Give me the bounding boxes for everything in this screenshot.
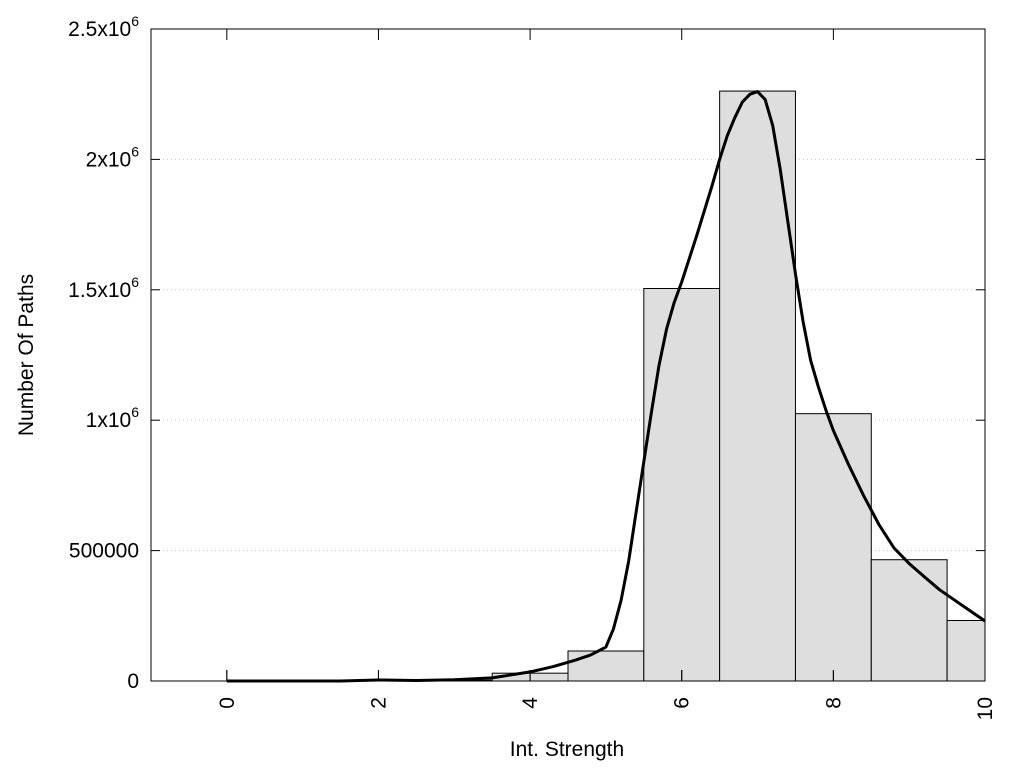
x-tick-label: 8: [822, 697, 845, 709]
y-tick-exponent: 6: [131, 13, 139, 29]
y-tick-label: 1.5x106: [68, 274, 139, 302]
x-tick-label: 10: [974, 697, 997, 720]
y-tick-labels: 0 500000 1x106 1.5x106 2x106 2.5x106: [68, 13, 139, 693]
x-tick-label: 4: [519, 697, 542, 709]
axis-ticks: [151, 28, 986, 682]
y-tick-exponent: 6: [131, 143, 139, 159]
y-axis-title: Number Of Paths: [15, 274, 38, 436]
histogram-bars: [340, 90, 986, 682]
y-tick-label: 0: [127, 670, 139, 693]
y-tick-exponent: 6: [131, 404, 139, 420]
y-tick-label: 2.5x106: [68, 13, 139, 41]
y-tick-exponent: 6: [131, 274, 139, 290]
histogram-bar: [719, 90, 796, 682]
x-axis-title: Int. Strength: [510, 738, 624, 761]
y-tick-label: 500000: [69, 540, 139, 563]
x-tick-label: 2: [367, 697, 390, 709]
histogram-bar: [870, 559, 948, 682]
histogram-bar: [567, 650, 645, 682]
x-tick-label: 6: [671, 697, 694, 709]
fit-curve: [226, 90, 986, 683]
x-tick-labels: 0 2 4 6 8 10: [216, 697, 997, 721]
grid-lines: [151, 158, 985, 552]
y-tick-label: 1x106: [86, 404, 140, 432]
plot-frame: [150, 28, 986, 682]
y-tick-label: 2x106: [86, 143, 140, 171]
histogram-bar: [794, 413, 872, 682]
histogram-bar: [946, 619, 986, 682]
x-tick-label: 0: [216, 697, 239, 709]
fit-curve-line: [226, 90, 986, 683]
histogram-bar: [643, 287, 721, 682]
